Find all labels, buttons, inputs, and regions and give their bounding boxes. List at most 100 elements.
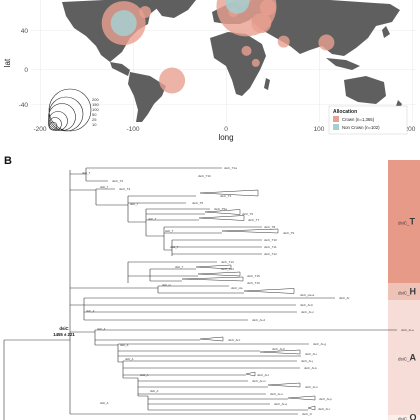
- y-tick-label: 40: [21, 28, 29, 35]
- node-label: dsiC_A: [97, 327, 106, 331]
- non-crown-point: [225, 0, 250, 14]
- tip-label: dsiC_He: [231, 286, 243, 290]
- tip-label: dsiC_Ai-l: [257, 373, 269, 377]
- tip-label: dsiC_Ai-k: [304, 366, 317, 370]
- y-tick-label: 0: [24, 67, 28, 74]
- land-africa: [210, 32, 266, 96]
- tip-label: dsiC_O: [302, 412, 313, 416]
- tip-label: dsiC_T9: [283, 231, 295, 235]
- tip-label: dsiC_Ai-d: [252, 318, 265, 322]
- clade-bar: [388, 160, 420, 283]
- x-tick-label: 200: [405, 126, 416, 133]
- size-legend-label: 150: [92, 102, 99, 107]
- size-legend-label: 100: [92, 107, 99, 112]
- collapsed-clade-triangle: [198, 215, 245, 221]
- tip-label: dsiC_Ai-m: [252, 379, 266, 383]
- node-label: dsiC_T: [148, 217, 157, 221]
- tip-label: dsiC_Ai-f: [228, 338, 240, 342]
- legend-label-non-crown: Non Crown (n=102): [342, 125, 380, 130]
- node-label: dsiC_T: [130, 202, 139, 206]
- node-label: dsiC_A: [100, 401, 109, 405]
- tip-label: dsiC_T4: [220, 194, 232, 198]
- x-tick-label: 0: [224, 126, 228, 133]
- clade-label: dsiC_A: [398, 353, 417, 363]
- size-legend-circle: [48, 88, 92, 132]
- tip-label: dsiC_Ai-p: [319, 397, 332, 401]
- node-label: dsiC_H: [162, 283, 171, 287]
- root-age: 1455 ± 221: [53, 332, 75, 337]
- crown-point: [159, 67, 186, 94]
- crown-point: [251, 58, 260, 67]
- tip-label: dsiC_T8: [264, 225, 276, 229]
- tip-label: dsiC_Ai-h: [272, 347, 285, 351]
- tree-branches: [3, 167, 397, 420]
- collapsed-clade-triangle: [243, 288, 295, 294]
- panel-a: 40 0 -40 lat -200 -100 0 100 200 long 20…: [3, 0, 416, 142]
- tip-label: dsiC_T1a: [224, 166, 237, 170]
- land-central-america: [110, 62, 130, 76]
- collapsed-clade-triangle: [199, 336, 224, 342]
- clade-bars: dsiC_T dsiC_H dsiC_A dsiC_O: [388, 160, 420, 420]
- size-legend-label: 200: [92, 97, 99, 102]
- tip-label: dsiC_T15: [247, 274, 260, 278]
- collapsed-clade-triangle: [245, 371, 256, 377]
- tip-label: dsiC_He-a: [300, 293, 315, 297]
- tip-label: dsiC_T10: [264, 238, 277, 242]
- crown-point: [251, 13, 272, 34]
- tip-label: dsiC_T7: [248, 218, 260, 222]
- collapsed-clade-triangle: [195, 264, 232, 270]
- tip-label: dsiC_T13: [221, 260, 234, 264]
- collapsed-clade-triangle: [181, 276, 244, 282]
- collapsed-clades: [181, 189, 316, 411]
- clade-bar: [388, 415, 420, 420]
- tip-label: dsiC_T11: [264, 245, 277, 249]
- tip-label: dsiC_T5: [192, 201, 204, 205]
- clade-bar: [388, 300, 420, 415]
- tip-label: dsiC_T2: [112, 179, 124, 183]
- tip-label: dsiC_Ai-q: [274, 402, 287, 406]
- crown-point: [241, 45, 252, 56]
- legend-label-crown: Crown (n=1,365): [342, 117, 375, 122]
- collapsed-clade-triangle: [267, 382, 301, 388]
- tip-label: dsiC_Ai-j: [301, 359, 313, 363]
- panel-b: B dsiC_T dsiC_H dsiC_A dsiC_O: [3, 155, 420, 420]
- map-points: [101, 0, 335, 94]
- root-label: dsiC: [59, 326, 68, 331]
- land-japan: [382, 26, 390, 38]
- node-labels: dsiC_TdsiC_TdsiC_TdsiC_TdsiC_TdsiC_TdsiC…: [82, 171, 184, 405]
- collapsed-clade-triangle: [199, 189, 259, 197]
- tip-label: dsiC_T14: [221, 267, 234, 271]
- tip-label: dsiC_T16: [247, 281, 260, 285]
- collapsed-clade-triangle: [204, 209, 241, 215]
- size-legend-circle: [48, 103, 76, 131]
- tip-label: dsiC_T3: [119, 187, 131, 191]
- collapsed-clade-triangle: [221, 228, 279, 234]
- tip-label: dsiC_T1b: [198, 174, 211, 178]
- legend-swatch-non-crown: [333, 124, 339, 130]
- legend-swatch-crown: [333, 116, 339, 122]
- tip-label: dsiC_T12: [264, 252, 277, 256]
- non-crown-point: [110, 10, 137, 37]
- clade-label: dsiC_O: [398, 413, 417, 420]
- node-label: dsiC_T: [175, 265, 184, 269]
- map-x-axis: -200 -100 0 100 200: [33, 126, 415, 133]
- tip-label: dsiC_Ai-g: [313, 342, 326, 346]
- x-tick-label: -200: [33, 126, 46, 133]
- tip-label: dsiC_Ai-o: [270, 392, 283, 396]
- collapsed-clade-triangle: [259, 349, 301, 355]
- size-legend-circle: [48, 117, 62, 131]
- node-label: dsiC_A: [140, 373, 149, 377]
- node-label: dsiC_T: [165, 229, 174, 233]
- clade-label: dsiC_T: [398, 217, 416, 227]
- collapsed-clade-triangle: [307, 405, 316, 411]
- land-australia: [344, 76, 386, 104]
- tip-labels: dsiC_T1a dsiC_T1b dsiC_T2 dsiC_T3 dsiC_T4dsi…: [112, 166, 414, 416]
- land-southeast-asia: [326, 58, 360, 70]
- size-legend-label: 10: [92, 122, 97, 127]
- size-legend-circle: [48, 111, 68, 131]
- root-annotation: dsiC 1455 ± 221: [53, 326, 75, 337]
- node-label: dsiC_A: [120, 343, 129, 347]
- tip-label: dsiC_T5a: [214, 207, 227, 211]
- land-south-america: [128, 72, 166, 122]
